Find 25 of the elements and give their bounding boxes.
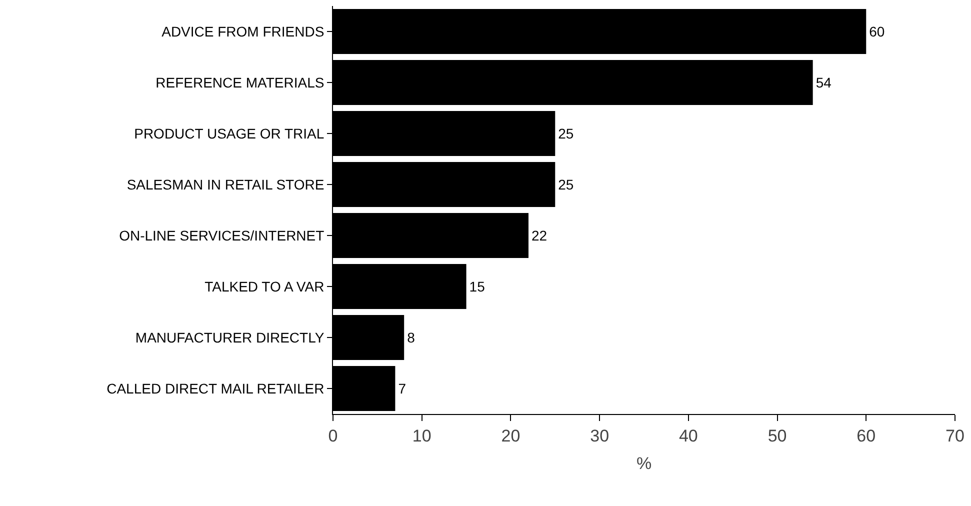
x-tick-label: 70 [946,426,964,446]
data-label: 8 [407,330,416,346]
x-tick-label: 20 [501,426,520,446]
y-tick-label: REFERENCE MATERIALS [156,74,324,90]
x-tick-label: 40 [678,426,698,446]
data-label: 25 [558,176,574,192]
y-tick-label: ON-LINE SERVICES/INTERNET [119,227,325,244]
y-tick-label: PRODUCT USAGE OR TRIAL [134,125,324,142]
y-tick-label: MANUFACTURER DIRECTLY [135,329,325,346]
x-tick-label: 30 [590,426,610,446]
data-label: 60 [869,24,885,40]
x-tick-label: 10 [412,426,432,446]
x-tick-label: 50 [768,426,787,446]
y-tick-label: ADVICE FROM FRIENDS [162,23,324,40]
x-tick-label: 60 [856,426,876,446]
data-label: 25 [558,126,574,142]
data-label: 54 [816,74,832,90]
data-label: 7 [398,380,406,396]
data-label: 22 [531,228,548,244]
x-tick-label: 0 [328,426,338,446]
data-label: 15 [469,278,486,294]
y-tick-label: CALLED DIRECT MAIL RETAILER [106,380,324,396]
x-axis-title: % [636,454,652,473]
y-tick-label: TALKED TO A VAR [204,278,324,294]
y-tick-label: SALESMAN IN RETAIL STORE [126,176,324,192]
